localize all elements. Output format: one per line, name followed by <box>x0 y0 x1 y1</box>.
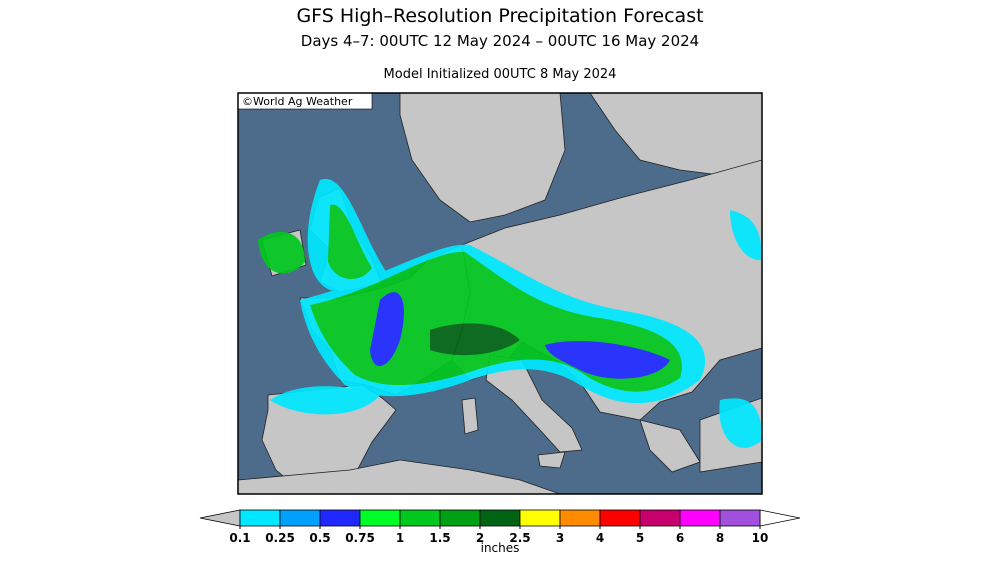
map: ©World Ag Weather <box>238 93 762 494</box>
colorbar-swatch <box>239 509 281 527</box>
precip-area <box>370 292 404 367</box>
map-frame <box>237 92 763 495</box>
precip-area <box>719 398 762 448</box>
colorbar-label: 0.75 <box>345 531 375 545</box>
credit: ©World Ag Weather <box>242 95 353 108</box>
colorbar-label: 1.5 <box>429 531 450 545</box>
colorbar-unit: inches <box>481 541 520 555</box>
colorbar-swatch <box>359 509 401 527</box>
colorbar-label: 3 <box>556 531 564 545</box>
colorbar-swatch <box>599 509 641 527</box>
precip-area <box>730 210 762 261</box>
colorbar-swatch <box>559 509 601 527</box>
colorbar-swatch <box>679 509 721 527</box>
colorbar-label: 5 <box>636 531 644 545</box>
precip-area <box>430 323 520 356</box>
colorbar-label: 8 <box>716 531 724 545</box>
precipitation <box>258 178 762 448</box>
colorbar-under <box>199 509 241 527</box>
colorbar-swatch <box>439 509 481 527</box>
precip-area <box>270 386 380 415</box>
colorbar-over <box>759 509 801 527</box>
colorbar-swatch <box>519 509 561 527</box>
colorbar-swatch <box>399 509 441 527</box>
credit-box <box>238 93 373 110</box>
colorbar-label: 0.5 <box>309 531 330 545</box>
colorbar-swatch <box>719 509 761 527</box>
colorbar-label: 1 <box>396 531 404 545</box>
precip-area <box>545 340 670 379</box>
colorbar-label: 0.1 <box>229 531 250 545</box>
init-time: Model Initialized 00UTC 8 May 2024 <box>384 67 617 82</box>
colorbar-swatch <box>279 509 321 527</box>
colorbar-label: 0.25 <box>265 531 295 545</box>
colorbar-label: 4 <box>596 531 604 545</box>
precip-area <box>258 231 305 274</box>
colorbar-label: 10 <box>752 531 769 545</box>
colorbar-label: 6 <box>676 531 684 545</box>
subtitle: Days 4–7: 00UTC 12 May 2024 – 00UTC 16 M… <box>301 32 699 50</box>
precip-area <box>328 204 372 280</box>
colorbar-label: 2 <box>476 531 484 545</box>
colorbar: inches 0.1 0.25 0.5 0.75 1 1.5 2 2.5 3 4 5 6 8 10 <box>199 509 801 555</box>
colorbar-swatch <box>319 509 361 527</box>
colorbar-swatch <box>639 509 681 527</box>
colorbar-swatch <box>479 509 521 527</box>
colorbar-label: 2.5 <box>509 531 530 545</box>
title: GFS High–Resolution Precipitation Foreca… <box>296 5 703 27</box>
